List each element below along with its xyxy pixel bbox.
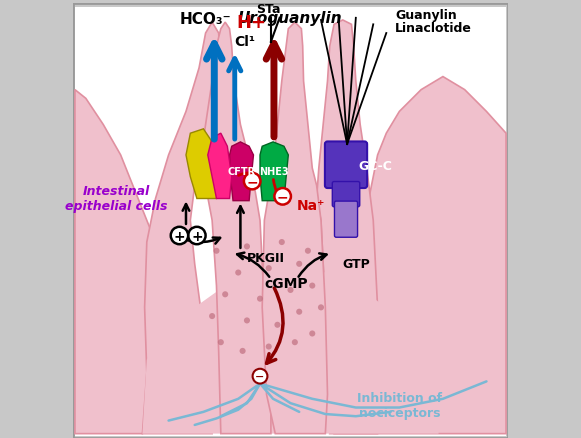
Circle shape [244, 173, 260, 190]
Text: STa: STa [256, 3, 281, 16]
Polygon shape [142, 23, 221, 434]
Text: CFTR: CFTR [228, 167, 256, 177]
Circle shape [318, 304, 324, 311]
Text: Uroguanylin: Uroguanylin [238, 11, 343, 26]
Polygon shape [229, 142, 253, 201]
Circle shape [188, 227, 206, 245]
Text: Guanylin: Guanylin [395, 9, 457, 22]
Circle shape [235, 270, 241, 276]
Circle shape [309, 283, 315, 289]
Circle shape [288, 287, 293, 293]
Text: −: − [277, 190, 289, 204]
Circle shape [309, 331, 315, 337]
FancyBboxPatch shape [75, 8, 506, 436]
Circle shape [266, 265, 272, 272]
Circle shape [274, 322, 281, 328]
Text: Intestinal
epithelial cells: Intestinal epithelial cells [65, 185, 167, 213]
Text: cGMP: cGMP [264, 277, 308, 291]
Text: GC-C: GC-C [358, 160, 392, 173]
Circle shape [296, 261, 302, 267]
Text: GTP: GTP [342, 258, 370, 271]
Polygon shape [260, 142, 288, 201]
Text: +: + [174, 229, 185, 243]
Text: PKGII: PKGII [247, 251, 285, 264]
Text: −: − [246, 175, 258, 189]
Text: +: + [191, 229, 203, 243]
Circle shape [213, 248, 220, 254]
Circle shape [222, 292, 228, 298]
Polygon shape [329, 78, 506, 434]
Polygon shape [186, 130, 218, 199]
Text: −: − [255, 371, 265, 381]
Circle shape [292, 339, 298, 346]
Text: Na⁺: Na⁺ [297, 198, 325, 212]
Circle shape [305, 248, 311, 254]
Polygon shape [262, 23, 328, 434]
Text: Cl¹: Cl¹ [234, 35, 255, 49]
FancyBboxPatch shape [325, 142, 367, 189]
Text: HCO₃⁻: HCO₃⁻ [180, 12, 231, 28]
Circle shape [171, 227, 188, 245]
Text: H+: H+ [236, 14, 267, 32]
Circle shape [218, 339, 224, 346]
Polygon shape [75, 90, 160, 434]
FancyBboxPatch shape [332, 182, 360, 207]
Text: Inhibition of
nociceptors: Inhibition of nociceptors [357, 392, 442, 419]
Polygon shape [317, 21, 382, 434]
Polygon shape [142, 264, 439, 434]
Text: NHE3: NHE3 [259, 167, 289, 177]
Circle shape [266, 344, 272, 350]
Circle shape [209, 313, 215, 319]
Circle shape [257, 296, 263, 302]
Text: Linaclotide: Linaclotide [395, 22, 472, 35]
Circle shape [239, 348, 246, 354]
Circle shape [244, 244, 250, 250]
Circle shape [279, 240, 285, 246]
Polygon shape [208, 134, 232, 199]
Circle shape [253, 369, 267, 384]
Circle shape [296, 309, 302, 315]
Circle shape [274, 189, 291, 205]
Circle shape [244, 318, 250, 324]
Polygon shape [201, 23, 271, 434]
FancyBboxPatch shape [73, 4, 508, 438]
FancyBboxPatch shape [335, 201, 357, 238]
